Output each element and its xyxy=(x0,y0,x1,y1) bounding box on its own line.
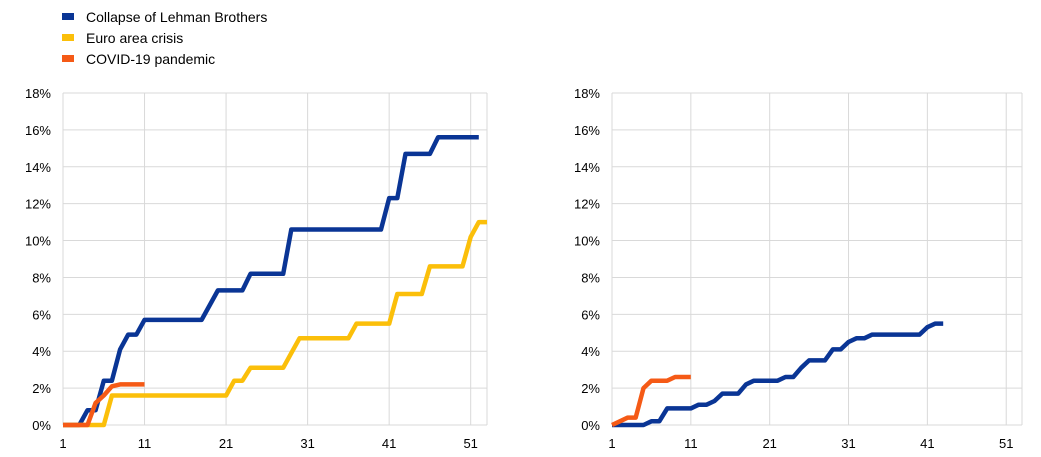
y-tick-label: 16% xyxy=(574,123,600,138)
x-tick-label: 41 xyxy=(920,436,934,451)
legend-item-lehman: Collapse of Lehman Brothers xyxy=(62,6,267,27)
y-tick-label: 0% xyxy=(32,418,51,433)
y-tick-label: 10% xyxy=(25,234,51,249)
x-tick-label: 31 xyxy=(300,436,314,451)
legend: Collapse of Lehman Brothers Euro area cr… xyxy=(62,6,267,69)
y-tick-label: 18% xyxy=(574,86,600,101)
y-tick-label: 6% xyxy=(581,307,600,322)
x-tick-label: 41 xyxy=(382,436,396,451)
y-tick-label: 14% xyxy=(574,160,600,175)
legend-label-euro: Euro area crisis xyxy=(86,29,184,46)
y-tick-label: 16% xyxy=(25,123,51,138)
x-tick-label: 21 xyxy=(762,436,776,451)
legend-swatch-lehman xyxy=(62,13,74,20)
legend-label-lehman: Collapse of Lehman Brothers xyxy=(86,8,268,25)
legend-item-covid: COVID-19 pandemic xyxy=(62,48,267,69)
legend-swatch-covid xyxy=(62,55,74,62)
x-tick-label: 1 xyxy=(59,436,66,451)
y-tick-label: 2% xyxy=(32,381,51,396)
x-tick-label: 51 xyxy=(999,436,1013,451)
series-line-euro xyxy=(63,219,487,428)
legend-label-covid: COVID-19 pandemic xyxy=(86,50,216,67)
series-line-covid xyxy=(63,382,145,428)
series-line-lehman xyxy=(612,321,944,428)
legend-item-euro: Euro area crisis xyxy=(62,27,267,48)
y-tick-label: 0% xyxy=(581,418,600,433)
x-tick-label: 21 xyxy=(219,436,233,451)
y-tick-label: 14% xyxy=(25,160,51,175)
series-line-covid xyxy=(611,374,691,428)
x-tick-label: 11 xyxy=(684,436,698,451)
legend-swatch-euro xyxy=(62,34,74,41)
y-tick-label: 2% xyxy=(581,381,600,396)
series-line-lehman xyxy=(63,135,479,428)
y-tick-label: 18% xyxy=(25,86,51,101)
y-tick-label: 4% xyxy=(32,344,51,359)
y-tick-label: 4% xyxy=(581,344,600,359)
y-tick-label: 6% xyxy=(32,307,51,322)
x-tick-label: 1 xyxy=(608,436,615,451)
x-tick-label: 51 xyxy=(463,436,477,451)
y-tick-label: 8% xyxy=(581,270,600,285)
y-tick-label: 10% xyxy=(574,234,600,249)
y-tick-label: 12% xyxy=(574,197,600,212)
y-tick-label: 12% xyxy=(25,197,51,212)
x-tick-label: 11 xyxy=(138,436,152,451)
x-tick-label: 31 xyxy=(841,436,855,451)
y-tick-label: 8% xyxy=(32,270,51,285)
